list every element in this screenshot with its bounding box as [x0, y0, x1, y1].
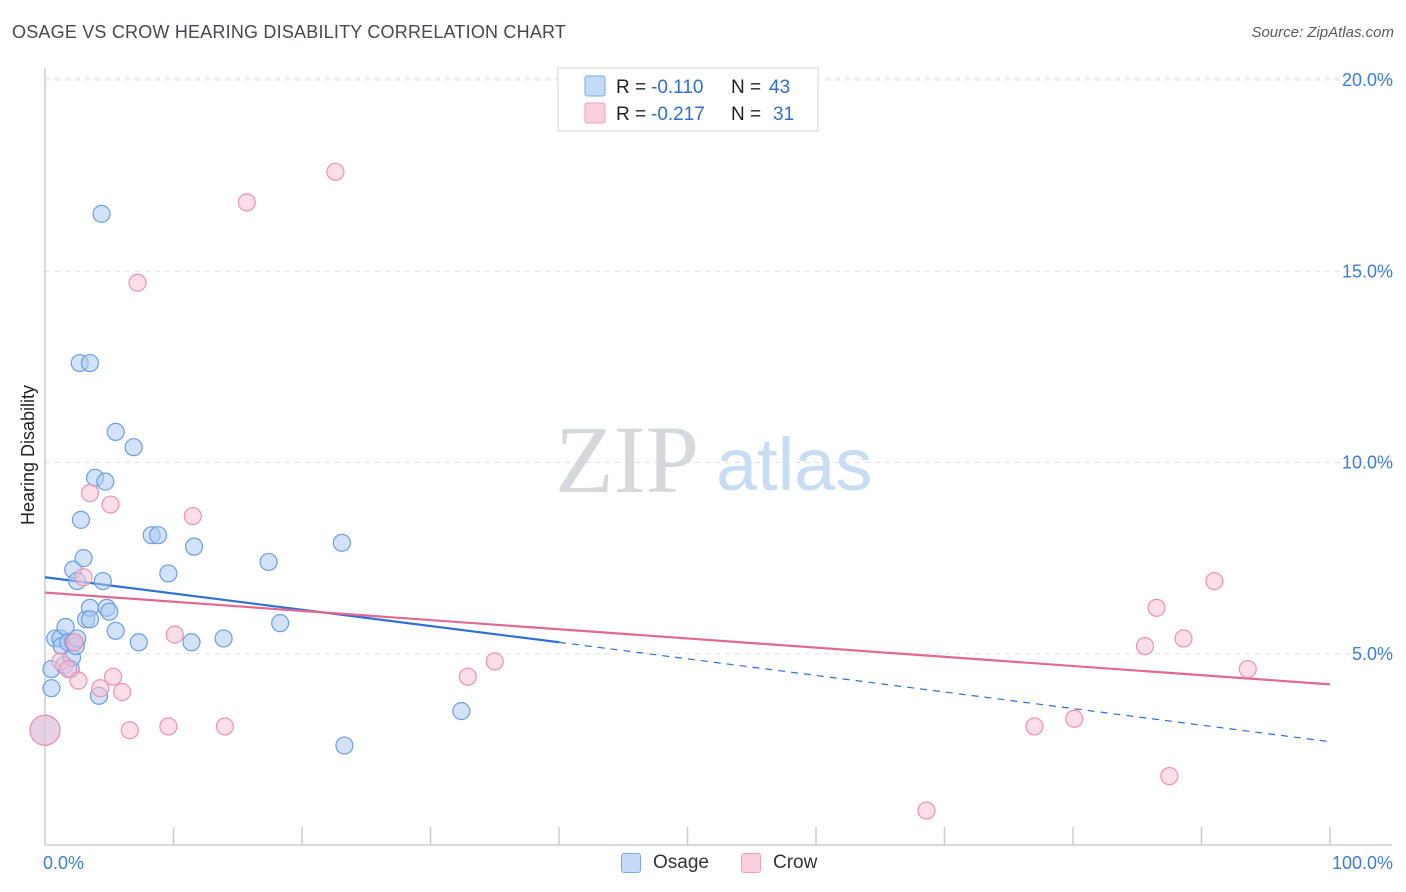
osage-point-26: [93, 571, 112, 591]
legend-r-label-osage: R =: [616, 77, 646, 98]
legend-r-value-osage: -0.110: [651, 77, 703, 98]
osage-point-36: [159, 564, 178, 583]
crow-point-22: [1025, 717, 1044, 736]
crow-point-18: [326, 162, 345, 181]
osage-point-27: [96, 472, 115, 491]
y-tick-label-2: 15.0%: [1342, 261, 1393, 281]
osage-point-35: [148, 526, 168, 545]
legend-n-value-crow: 31: [773, 104, 794, 125]
legend-swatch-osage: [584, 75, 606, 97]
osage-point-1: [42, 679, 61, 698]
crow-point-24: [1135, 636, 1155, 656]
crow-point-10: [112, 682, 132, 702]
osage-trend-line: [44, 576, 560, 644]
crow-point-20: [485, 652, 504, 671]
osage-point-32: [124, 438, 143, 457]
osage-point-41: [271, 614, 290, 633]
trend-lines: [44, 576, 1331, 743]
legend: R = -0.110 N = 43 R = -0.217 N = 31: [557, 67, 819, 132]
osage-point-44: [452, 702, 471, 721]
bottom-legend-label-crow: Crow: [773, 852, 818, 873]
osage-point-43: [335, 736, 354, 755]
osage-point-33: [129, 633, 148, 652]
chart-title: OSAGE VS CROW HEARING DISABILITY CORRELA…: [12, 22, 567, 42]
bottom-legend-swatch-osage: [621, 853, 641, 873]
crow-point-5: [74, 568, 93, 587]
crow-points: [29, 162, 1257, 820]
legend-n-value-osage: 43: [769, 77, 790, 98]
osage-point-37: [182, 633, 201, 652]
crow-point-12: [128, 273, 147, 292]
osage-point-30: [106, 621, 125, 640]
crow-point-19: [458, 667, 477, 686]
y-tick-label-1: 10.0%: [1342, 453, 1393, 473]
osage-point-25: [92, 204, 111, 223]
bottom-legend-label-osage: Osage: [653, 852, 709, 873]
crow-point-26: [1160, 767, 1179, 786]
osage-point-38: [184, 537, 204, 556]
osage-point-20: [80, 353, 100, 373]
crow-point-7: [91, 679, 110, 698]
crow-point-4: [69, 671, 88, 690]
osage-point-18: [74, 549, 93, 568]
crow-point-2: [59, 659, 78, 679]
crow-point-29: [1238, 659, 1257, 679]
crow-point-28: [1205, 571, 1224, 591]
crow-point-25: [1147, 598, 1166, 617]
crow-point-3: [65, 633, 84, 652]
tick-labels: 5.0% 10.0% 15.0% 20.0% 0.0% 100.0%: [43, 70, 1393, 873]
legend-swatch-crow: [584, 102, 606, 124]
y-tick-label-0: 5.0%: [1352, 644, 1393, 664]
source-label: Source: ZipAtlas.com: [1251, 24, 1394, 41]
legend-n-label-crow: N =: [731, 104, 761, 125]
y-tick-label-3: 20.0%: [1342, 70, 1393, 90]
y-axis-title: Hearing Disability: [18, 385, 38, 525]
crow-point-14: [165, 625, 184, 644]
watermark: ZIP atlas: [555, 406, 872, 513]
crow-point-27: [1174, 629, 1193, 648]
watermark-zip: ZIP: [555, 406, 699, 513]
legend-r-label-crow: R =: [616, 104, 646, 125]
legend-n-label-osage: N =: [731, 77, 761, 98]
osage-point-42: [332, 533, 351, 552]
crow-trend-line: [44, 591, 1331, 686]
osage-point-17: [71, 510, 91, 529]
crow-point-8: [101, 495, 120, 514]
watermark-atlas: atlas: [716, 423, 872, 506]
bottom-legend: Osage Crow: [0, 852, 1406, 878]
crow-point-15: [183, 506, 202, 526]
crow-point-11: [120, 721, 139, 740]
osage-point-31: [106, 422, 125, 441]
grid-lines: [45, 77, 1392, 655]
crow-point-0: [29, 714, 61, 746]
x-tick-label-0: 0.0%: [43, 853, 84, 873]
crow-point-6: [80, 484, 100, 503]
osage-point-29: [100, 602, 119, 621]
crow-point-13: [159, 717, 178, 736]
crow-point-9: [104, 667, 123, 686]
bottom-legend-swatch-crow: [741, 853, 761, 873]
crow-point-17: [237, 193, 256, 212]
osage-point-40: [259, 552, 278, 572]
crow-point-16: [215, 717, 234, 736]
legend-r-value-crow: -0.217: [651, 104, 705, 125]
osage-point-39: [214, 629, 233, 648]
x-tick-label-1: 100.0%: [1332, 853, 1393, 873]
osage-points: [29, 204, 471, 755]
crow-point-23: [1065, 709, 1084, 728]
crow-point-21: [917, 801, 936, 820]
osage-point-22: [80, 610, 100, 629]
bottom-legend-osage: Osage: [621, 852, 709, 874]
bottom-legend-crow: Crow: [741, 852, 817, 874]
